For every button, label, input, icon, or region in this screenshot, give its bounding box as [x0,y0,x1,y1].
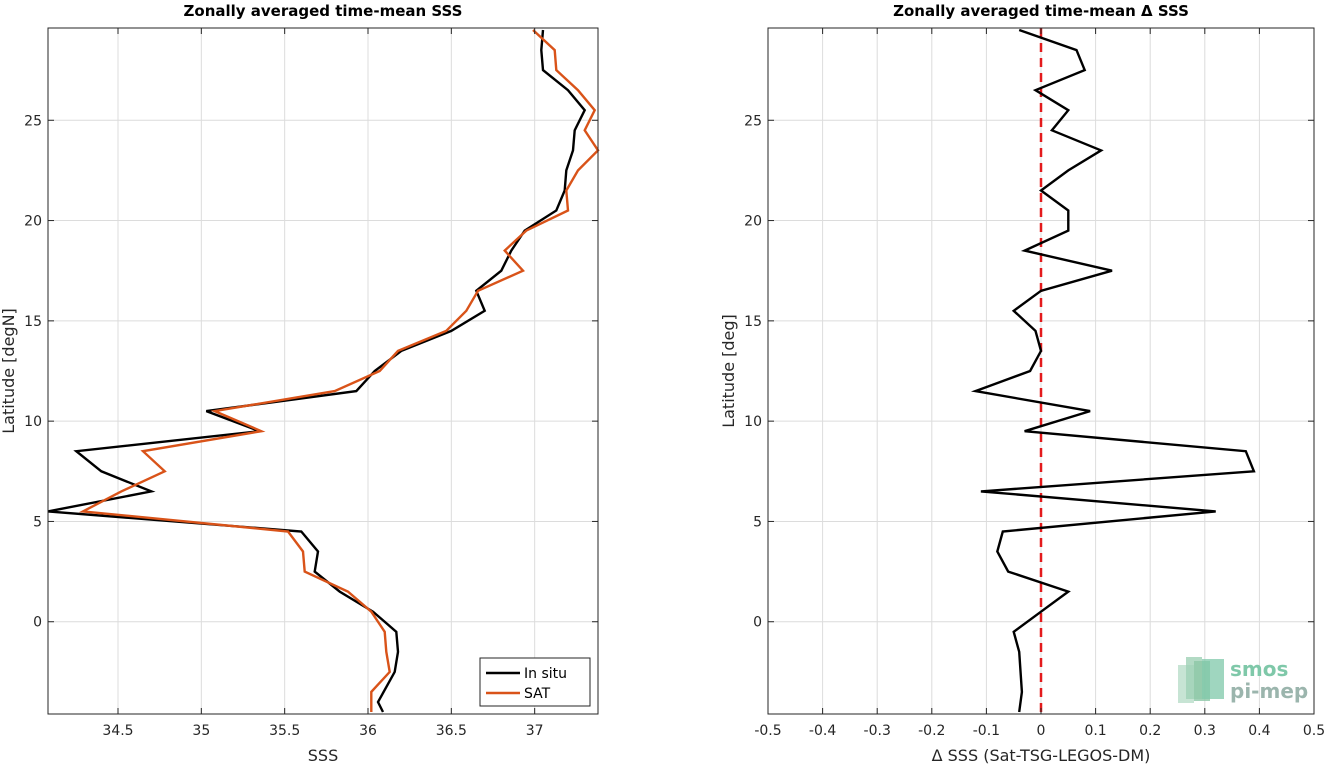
x-tick-label: 36.5 [436,723,467,739]
series-line-sat [78,29,600,712]
y-tick-label: 20 [744,214,762,230]
y-tick-label: 20 [24,214,42,230]
chart-title: Zonally averaged time-mean SSS [184,2,463,20]
logo-text-smos: smos [1230,657,1288,681]
x-tick-label: 0.5 [1303,723,1325,739]
legend-label: In situ [524,666,567,682]
x-tick-label: 0 [1037,723,1046,739]
x-tick-label: 0.4 [1248,723,1270,739]
series-lines [47,29,600,713]
y-axis-label: Latitude [deg] [719,314,738,428]
y-tick-label: 10 [744,414,762,430]
y-tick-label: 10 [24,414,42,430]
y-tick-label: 25 [744,113,762,129]
x-tick-label: 36 [359,723,377,739]
legend: In situ SAT [479,657,591,707]
y-tick-label: 5 [33,514,42,530]
legend-box [479,657,591,707]
x-tick-label: 0.1 [1084,723,1106,739]
x-tick-label: -0.3 [864,723,891,739]
y-tick-label: 25 [24,113,42,129]
plot-background [48,28,598,714]
y-axis-label: Latitude [degN] [0,308,18,434]
x-axis-label: Δ SSS (Sat-TSG-LEGOS-DM) [932,746,1151,764]
x-axis-label: SSS [308,746,338,764]
series-line-in-situ [47,29,587,713]
logo-text-pi-mep: pi-mep [1230,679,1308,703]
left-chart-panel: 34.5 35 35.5 36 36.5 37 0 5 10 15 20 25 Zonally ave… [0,2,600,764]
grid [48,28,598,714]
y-tick-label: 15 [744,314,762,330]
x-tick-label: 34.5 [102,723,133,739]
x-tick-label: -0.4 [809,723,836,739]
y-tick-label: 15 [24,314,42,330]
series-lines [970,28,1256,714]
x-tick-label: -0.2 [918,723,945,739]
axis-ticks: 34.5 35 35.5 36 36.5 37 0 5 10 15 20 25 [24,28,598,739]
x-tick-label: 0.2 [1139,723,1161,739]
x-tick-label: 0.3 [1194,723,1216,739]
x-tick-label: -0.5 [754,723,781,739]
axes-box [47,27,599,715]
x-tick-label: 35.5 [269,723,300,739]
axis-ticks: -0.5 -0.4 -0.3 -0.2 -0.1 0 0.1 0.2 0.3 0.4 0.5 0 5 10… [744,28,1325,739]
smos-pi-mep-logo: smos pi-mep [1178,657,1308,703]
legend-label: SAT [524,686,551,702]
y-tick-label: 0 [33,615,42,631]
x-tick-label: 35 [192,723,210,739]
x-tick-label: -0.1 [973,723,1000,739]
right-chart-panel: -0.5 -0.4 -0.3 -0.2 -0.1 0 0.1 0.2 0.3 0.4 0.5 0 5 10… [719,2,1325,764]
x-tick-label: 37 [526,723,544,739]
y-tick-label: 0 [753,615,762,631]
series-line-delta-sss [970,28,1256,713]
chart-title: Zonally averaged time-mean Δ SSS [893,2,1189,20]
y-tick-label: 5 [753,514,762,530]
